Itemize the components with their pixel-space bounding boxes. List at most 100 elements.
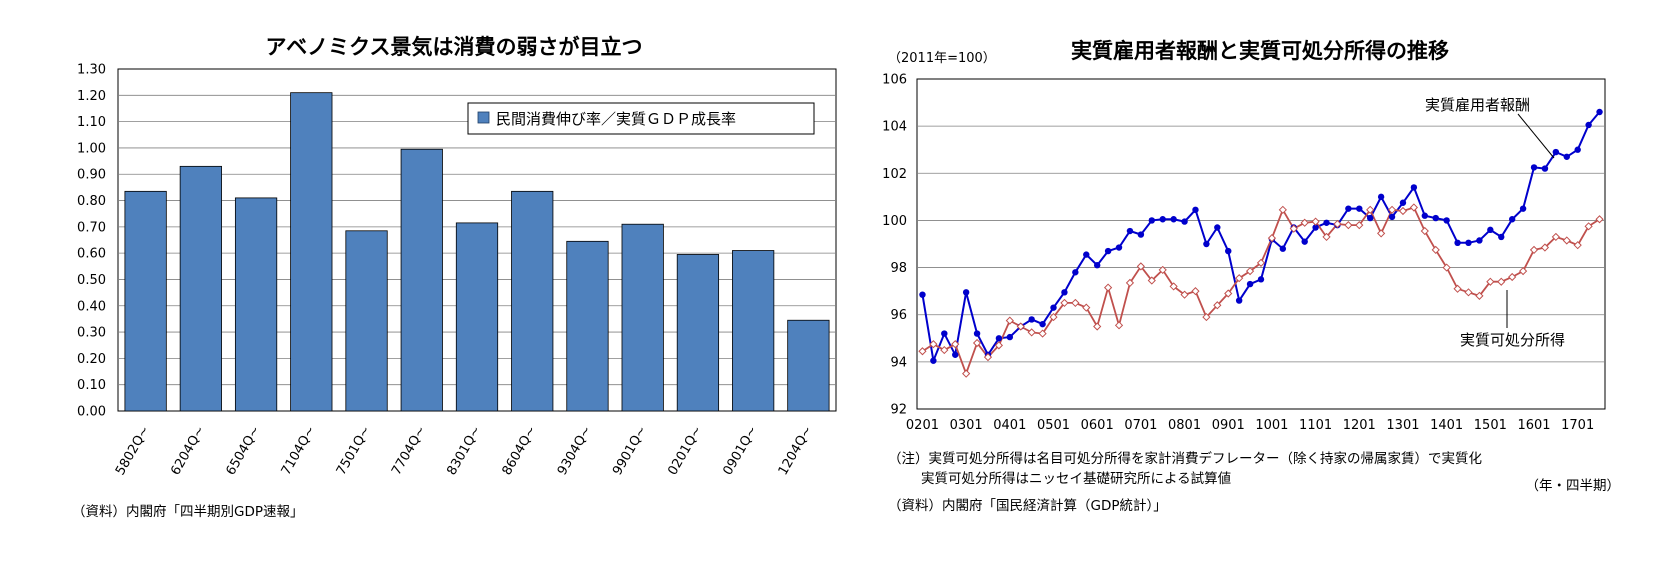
series-point-income (1333, 219, 1342, 229)
series-point-compensation (1225, 247, 1232, 255)
right-x-tick-label: 0201 (906, 418, 939, 433)
series-point-compensation (1072, 269, 1079, 276)
series-point-compensation (930, 357, 937, 364)
annotation-income: 実質可処分所得 (1460, 331, 1565, 349)
series-point-income (994, 341, 1004, 350)
series-point-income (983, 353, 993, 362)
right-x-tick-label: 1401 (1430, 418, 1463, 433)
series-point-compensation (1487, 226, 1494, 234)
right-y-tick-label: 106 (882, 73, 907, 88)
series-point-compensation (1181, 218, 1188, 225)
left-bar (455, 222, 499, 412)
series-point-income (1475, 291, 1484, 300)
series-point-compensation (1301, 238, 1308, 245)
series-point-compensation (1432, 214, 1439, 222)
left-bar (179, 165, 222, 412)
right-x-tick-label: 1201 (1343, 418, 1376, 433)
left-x-tick-label: 7501Q~ (334, 424, 374, 478)
series-point-compensation (1137, 231, 1145, 238)
left-legend-box (467, 102, 815, 135)
left-x-tick-label: 9304Q~ (555, 424, 595, 478)
right-x-tick-label: 0901 (1212, 418, 1245, 433)
right-chart: 実質雇用者報酬と実質可処分所得の推移 （2011年=100） 92 94 96 98 1… (882, 39, 1620, 514)
series-point-income (1289, 224, 1298, 233)
right-x-tick-label: 1101 (1299, 418, 1332, 433)
annotation-leader-compensation (1517, 113, 1555, 159)
series-point-income (1442, 263, 1451, 272)
series-point-income (1027, 328, 1036, 337)
series-point-income (1420, 226, 1429, 236)
series-point-compensation (1039, 320, 1046, 328)
left-chart: アベノミクス景気は消費の弱さが目立つ 0.000.100.200.300.400… (72, 35, 837, 520)
left-y-tick-label: 1.10 (77, 115, 106, 130)
left-bar (621, 223, 664, 412)
series-point-income (1584, 222, 1593, 231)
right-note-2: 実質可処分所得はニッセイ基礎研究所による試算値 (921, 470, 1231, 487)
series-point-compensation (919, 291, 926, 298)
series-point-income (940, 345, 949, 355)
left-bar (511, 190, 554, 412)
left-y-tick-label: 0.90 (77, 168, 106, 183)
right-series (918, 108, 1604, 378)
series-point-income (1497, 277, 1506, 286)
right-y-tick-label: 100 (882, 214, 907, 229)
series-point-income (1322, 232, 1331, 242)
left-x-tick-label: 8301Q~ (444, 424, 484, 478)
series-point-income (1158, 265, 1167, 275)
left-source: （資料）内閣府「四半期別GDP速報」 (72, 504, 304, 520)
series-point-income (1311, 217, 1320, 226)
left-legend: 民間消費伸び率／実質ＧＤＰ成長率 (467, 102, 815, 135)
left-bar (345, 230, 388, 412)
series-point-income (1551, 232, 1560, 242)
series-point-compensation (1083, 251, 1090, 258)
series-point-compensation (1443, 217, 1450, 224)
left-y-tick-label: 0.00 (77, 405, 106, 420)
series-point-income (1540, 243, 1550, 252)
series-point-compensation (1530, 164, 1538, 171)
left-x-tick-label: 5802Q~ (113, 424, 153, 478)
left-y-tick-label: 1.00 (77, 141, 106, 156)
left-x-tick-label: 7704Q~ (389, 424, 429, 478)
left-bars (124, 92, 830, 412)
right-x-tick-label: 0601 (1081, 418, 1114, 433)
series-point-income (1431, 245, 1440, 254)
series-point-income (1224, 289, 1233, 298)
series-point-compensation (1596, 108, 1603, 116)
series-point-income (1235, 274, 1244, 283)
series-point-compensation (1061, 289, 1068, 296)
right-y-tick-label: 92 (890, 403, 907, 418)
series-point-compensation (1006, 333, 1014, 341)
series-point-income (1136, 262, 1145, 271)
left-y-tick-label: 0.10 (77, 378, 106, 393)
series-point-income (1114, 321, 1124, 330)
series-point-compensation (1552, 148, 1560, 156)
right-gridlines (917, 125, 1605, 363)
series-point-income (1060, 298, 1069, 308)
series-point-income (1518, 267, 1528, 276)
series-point-compensation (1519, 205, 1527, 212)
series-point-income (1366, 205, 1375, 214)
series-point-income (1147, 276, 1156, 285)
right-y-tick-label: 104 (882, 120, 907, 135)
left-y-tick-label: 0.50 (77, 273, 106, 288)
left-y-tick-label: 1.20 (77, 89, 106, 104)
series-point-compensation (1421, 212, 1429, 219)
series-point-compensation (1345, 205, 1352, 212)
series-point-compensation (1093, 262, 1101, 269)
right-note-1: （注）実質可処分所得は名目可処分所得を家計消費デフレーター（除く持家の帰属家賃）… (888, 450, 1482, 467)
right-x-tick-label: 1301 (1386, 418, 1419, 433)
series-point-income (1005, 316, 1014, 325)
right-annotations: 実質雇用者報酬 実質可処分所得 (1425, 96, 1565, 349)
right-x-tick-label: 1701 (1561, 418, 1594, 433)
left-bar (290, 92, 333, 412)
series-point-compensation (1465, 239, 1472, 247)
series-point-income (1213, 301, 1222, 310)
series-point-compensation (973, 330, 981, 337)
series-point-income (1529, 245, 1539, 254)
left-x-tick-label: 6204Q~ (168, 424, 208, 478)
series-point-compensation (995, 335, 1003, 342)
series-point-compensation (1279, 245, 1287, 252)
series-point-compensation (1246, 280, 1254, 288)
series-point-compensation (1367, 214, 1374, 222)
